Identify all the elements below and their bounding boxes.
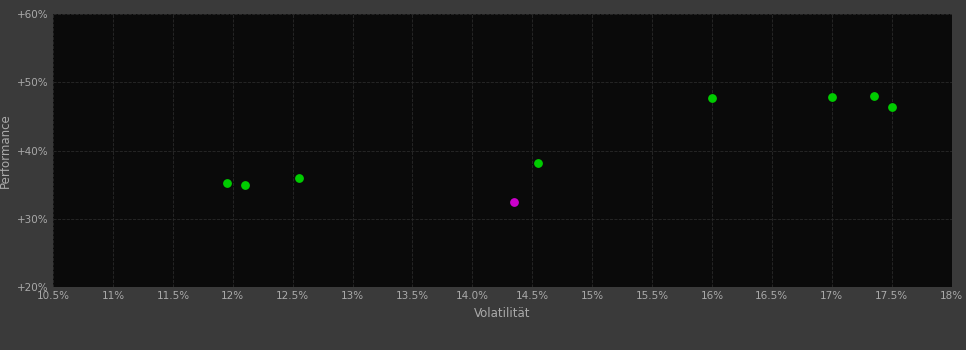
X-axis label: Volatilität: Volatilität [474,307,530,320]
Point [237,182,252,188]
Point [884,104,899,110]
Point [219,181,235,186]
Point [866,93,881,99]
Point [506,199,522,204]
Point [824,94,839,99]
Point [530,161,546,166]
Point [291,175,306,181]
Point [704,95,720,101]
Y-axis label: Performance: Performance [0,113,12,188]
